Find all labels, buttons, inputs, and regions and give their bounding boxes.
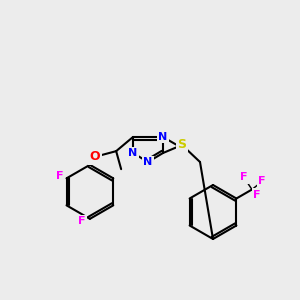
Text: N: N <box>158 132 168 142</box>
Text: N: N <box>128 148 138 158</box>
Text: F: F <box>258 176 266 187</box>
Text: O: O <box>90 150 100 163</box>
Text: N: N <box>143 157 153 167</box>
Text: F: F <box>240 172 248 182</box>
Text: F: F <box>78 216 85 226</box>
Text: F: F <box>253 190 261 200</box>
Text: F: F <box>56 171 63 181</box>
Text: S: S <box>178 139 187 152</box>
